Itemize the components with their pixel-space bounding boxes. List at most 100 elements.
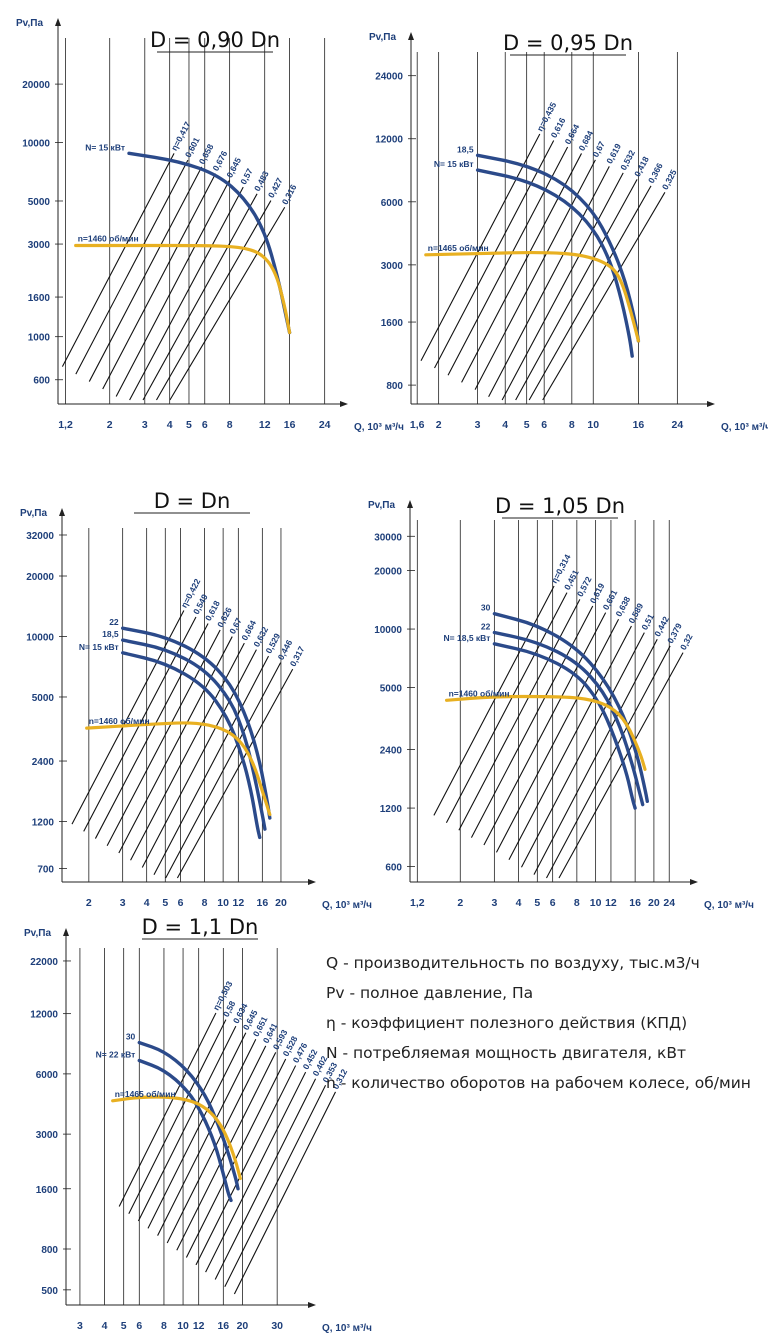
x-tick-label: 10 bbox=[590, 897, 602, 909]
efficiency-line bbox=[141, 649, 257, 868]
x-tick-label: 20 bbox=[275, 897, 287, 909]
efficiency-line bbox=[115, 180, 230, 397]
power-curve bbox=[121, 651, 262, 840]
power-label: 30 bbox=[126, 1032, 136, 1042]
efficiency-line bbox=[142, 193, 258, 401]
chart-panel-0 bbox=[55, 18, 348, 407]
x-axis-arrow bbox=[308, 1302, 316, 1308]
y-tick-label: 10000 bbox=[26, 632, 54, 643]
legend-n-speed: n - количество оборотов на рабочем колес… bbox=[326, 1074, 751, 1092]
efficiency-line bbox=[461, 153, 582, 383]
efficiency-label: 0,51 bbox=[639, 612, 656, 632]
efficiency-line bbox=[157, 1039, 257, 1236]
efficiency-line bbox=[169, 206, 286, 401]
x-tick-label: 2 bbox=[436, 419, 442, 431]
y-tick-label: 22000 bbox=[30, 957, 58, 968]
y-tick-label: 30000 bbox=[374, 532, 402, 543]
x-tick-label: 2 bbox=[107, 419, 113, 431]
x-axis-label: Q, 10³ м³/ч bbox=[354, 422, 404, 433]
x-tick-label: 5 bbox=[186, 419, 192, 431]
efficiency-line bbox=[94, 623, 209, 839]
x-tick-label: 1,2 bbox=[58, 419, 73, 431]
power-label: N= 15 кВт bbox=[79, 642, 119, 652]
x-axis-arrow bbox=[690, 879, 698, 885]
power-curve bbox=[492, 630, 645, 807]
y-tick-label: 1600 bbox=[381, 318, 404, 329]
efficiency-line bbox=[61, 153, 175, 367]
efficiency-line bbox=[233, 1091, 336, 1295]
y-axis-arrow bbox=[408, 32, 414, 40]
x-tick-label: 6 bbox=[541, 419, 547, 431]
x-tick-label: 16 bbox=[217, 1320, 229, 1332]
y-axis-label: Pv,Па bbox=[368, 500, 395, 511]
x-tick-label: 8 bbox=[227, 419, 233, 431]
x-tick-label: 1,2 bbox=[410, 897, 425, 909]
x-tick-label: 12 bbox=[232, 897, 244, 909]
efficiency-line bbox=[515, 179, 638, 401]
chart-title: D = 0,95 Dn bbox=[503, 31, 633, 55]
x-tick-label: 8 bbox=[569, 419, 575, 431]
y-axis-arrow bbox=[55, 18, 61, 26]
x-tick-label: 16 bbox=[633, 419, 645, 431]
x-tick-label: 12 bbox=[193, 1320, 205, 1332]
x-tick-label: 16 bbox=[284, 419, 296, 431]
efficiency-line bbox=[420, 133, 541, 362]
power-label: N= 15 кВт bbox=[434, 159, 474, 169]
y-axis-label: Pv,Па bbox=[24, 928, 51, 939]
y-tick-label: 600 bbox=[385, 863, 402, 874]
power-label: 22 bbox=[109, 617, 119, 627]
efficiency-line bbox=[129, 186, 244, 401]
efficiency-line bbox=[205, 1071, 307, 1273]
x-tick-label: 5 bbox=[162, 897, 168, 909]
power-label: N= 15 кВт bbox=[85, 142, 125, 152]
efficiency-line bbox=[520, 632, 645, 868]
efficiency-line bbox=[528, 185, 652, 401]
x-tick-label: 4 bbox=[144, 897, 150, 909]
efficiency-line bbox=[501, 172, 624, 401]
chart-panel-1 bbox=[408, 32, 715, 407]
efficiency-line bbox=[483, 612, 607, 846]
chart-panel-2 bbox=[59, 508, 316, 885]
efficiency-line bbox=[153, 655, 270, 876]
x-tick-label: 10 bbox=[587, 419, 599, 431]
y-tick-label: 5000 bbox=[380, 684, 403, 695]
y-tick-label: 12000 bbox=[30, 1010, 58, 1021]
y-tick-label: 6000 bbox=[36, 1070, 59, 1081]
efficiency-line bbox=[224, 1085, 327, 1287]
power-curve bbox=[137, 1040, 240, 1191]
y-tick-label: 5000 bbox=[28, 197, 51, 208]
chart-title: D = 1,05 Dn bbox=[495, 494, 625, 518]
efficiency-line bbox=[447, 146, 569, 376]
x-tick-label: 3 bbox=[475, 419, 481, 431]
chart-title: D = 0,90 Dn bbox=[150, 28, 280, 52]
x-tick-label: 4 bbox=[102, 1320, 108, 1332]
y-axis-arrow bbox=[407, 500, 413, 508]
legend: Q - производительность по воздуху, тыс.м… bbox=[326, 948, 766, 1098]
efficiency-line bbox=[474, 159, 596, 390]
speed-curve bbox=[111, 1095, 242, 1181]
speed-label: n=1465 об/мин bbox=[428, 243, 489, 253]
x-tick-label: 24 bbox=[663, 897, 675, 909]
speed-label: n=1465 об/мин bbox=[115, 1089, 176, 1099]
y-tick-label: 700 bbox=[37, 865, 54, 876]
chart-title: D = 1,1 Dn bbox=[142, 915, 259, 939]
x-tick-label: 16 bbox=[256, 897, 268, 909]
efficiency-line bbox=[118, 1012, 217, 1207]
y-tick-label: 20000 bbox=[374, 567, 402, 578]
y-tick-label: 6000 bbox=[381, 198, 404, 209]
efficiency-label: 0,32 bbox=[678, 632, 695, 652]
chart-panel-4 bbox=[63, 928, 336, 1308]
efficiency-line bbox=[118, 636, 233, 854]
x-tick-label: 6 bbox=[178, 897, 184, 909]
efficiency-line bbox=[546, 645, 671, 879]
y-axis-label: Pv,Па bbox=[369, 32, 396, 43]
x-tick-label: 8 bbox=[161, 1320, 167, 1332]
y-tick-label: 600 bbox=[33, 376, 50, 387]
y-tick-label: 1600 bbox=[28, 293, 51, 304]
x-axis-label: Q, 10³ м³/ч bbox=[322, 1323, 372, 1334]
efficiency-line bbox=[137, 1025, 237, 1222]
power-label: 18,5 bbox=[457, 144, 474, 154]
x-tick-label: 6 bbox=[136, 1320, 142, 1332]
efficiency-label: 0,67 bbox=[590, 139, 607, 159]
